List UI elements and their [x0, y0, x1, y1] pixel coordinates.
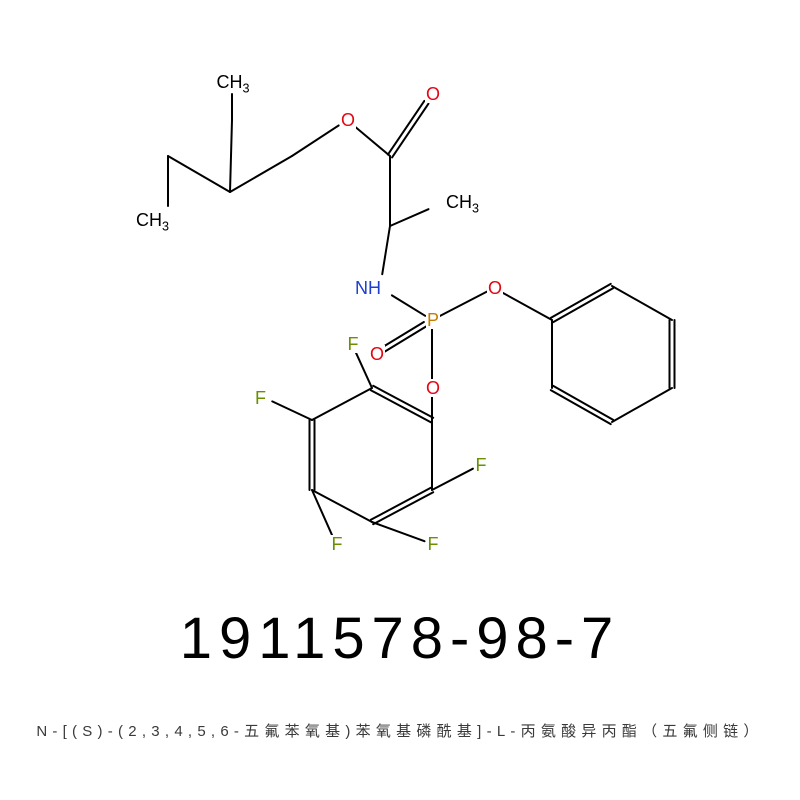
atom-label-O5: O — [425, 379, 441, 397]
atom-label-F4: F — [427, 535, 440, 553]
atom-label-F1: F — [347, 335, 360, 353]
cas-number: 1911578-98-7 — [0, 605, 800, 672]
atom-label-F5: F — [475, 456, 488, 474]
atom-label-O2: O — [425, 85, 441, 103]
atom-label-F2: F — [254, 389, 267, 407]
atom-label-CH3c: CH3 — [445, 193, 480, 211]
atom-label-P1: P — [426, 311, 440, 329]
atom-label-N1: NH — [354, 279, 382, 297]
chemical-structure — [0, 0, 800, 800]
compound-name: N-[(S)-(2,3,4,5,6-五氟苯氧基)苯氧基磷酰基]-L-丙氨酸异丙酯… — [0, 720, 800, 741]
atom-label-O4: O — [487, 279, 503, 297]
atom-label-CH3a: CH3 — [135, 211, 170, 229]
atom-label-CH3b: CH3 — [216, 73, 251, 91]
atom-label-O1: O — [340, 111, 356, 129]
atom-label-F3: F — [331, 535, 344, 553]
atom-label-O3: O — [369, 345, 385, 363]
